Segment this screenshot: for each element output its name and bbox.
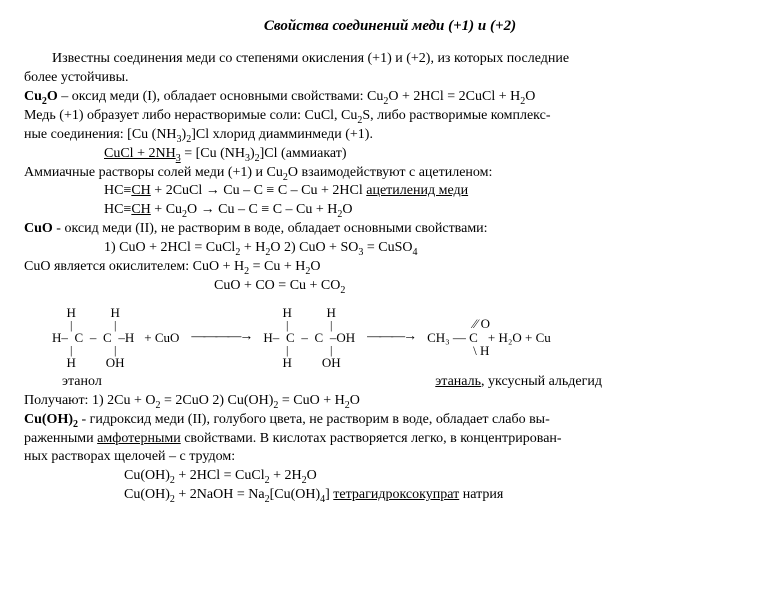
arrow-1: ————→ xyxy=(189,328,253,347)
document-page: Свойства соединений меди (+1) и (+2) Изв… xyxy=(0,0,780,523)
poluchaut-line: Получают: 1) 2Cu + O2 = 2CuO 2) Cu(OH)2 … xyxy=(24,392,756,411)
cu1-line-b: ные соединения: [Cu (NH3)2]Cl хлорид диа… xyxy=(24,126,756,145)
cuo-eqs: 1) CuO + 2HCl = CuCl2 + H2O 2) CuO + SO3… xyxy=(24,239,756,258)
cu2o-label-b: O xyxy=(47,89,58,104)
eq-acetylene-1: HC≡CH + 2CuCl → Cu – C ≡ C – Cu + 2HCl а… xyxy=(24,182,756,201)
arrow-2: ———→ xyxy=(365,328,417,347)
cuo-desc: - оксид меди (II), не растворим в воде, … xyxy=(53,221,488,236)
ethanol-oxidation-diagram: H H | | H–C–C–H | | H OH + CuO ————→ H H… xyxy=(52,306,756,369)
ethanol-label: этанол xyxy=(62,373,302,392)
intro-line-1: Известны соединения меди со степенями ок… xyxy=(24,50,756,69)
eq-acetylene-2: HC≡CH + Cu2O → Cu – C ≡ C – Cu + H2O xyxy=(24,201,756,220)
cu2o-label-a: Cu xyxy=(24,89,42,104)
cuo-co: CuO + CO = Cu + CO2 xyxy=(24,277,756,296)
diol-structure: H H | | H–C–C–OH | | H OH xyxy=(263,306,355,369)
eq-cuoh2-naoh: Cu(OH)2 + 2NaOH = Na2[Cu(OH)4] тетрагидр… xyxy=(24,486,756,505)
cuo-ox: CuO является окислителем: CuO + H2 = Cu … xyxy=(24,258,756,277)
ethanal-structure: ⁄⁄ O CH₃ — C \ H xyxy=(427,317,478,358)
ethanol-structure: H H | | H–C–C–H | | H OH xyxy=(52,306,134,369)
cu2o-eq-b: O xyxy=(525,89,535,104)
cuoh2-line-3: ных растворах щелочей – с трудом: xyxy=(24,448,756,467)
structure-labels: этанол этаналь, уксусный альдегид xyxy=(62,373,756,392)
cu2o-eq-a: O + 2HCl = 2CuCl + H xyxy=(388,89,520,104)
cuo-line: CuO - оксид меди (II), не растворим в во… xyxy=(24,220,756,239)
cuoh2-label-a: Cu(OH) xyxy=(24,412,73,427)
cuoh2-line-1: Cu(OH)2 - гидроксид меди (II), голубого … xyxy=(24,411,756,430)
plus-cuo: + CuO xyxy=(144,329,179,347)
eq-cuoh2-hcl: Cu(OH)2 + 2HCl = CuCl2 + 2H2O xyxy=(24,467,756,486)
cu1-line-a: Медь (+1) образует либо нерастворимые со… xyxy=(24,107,756,126)
ethanal-label: этаналь, уксусный альдегид xyxy=(302,373,602,392)
cu2o-line: Cu2O – оксид меди (I), обладает основным… xyxy=(24,88,756,107)
cu2o-desc: – оксид меди (I), обладает основными сво… xyxy=(58,89,384,104)
cuo-label: CuO xyxy=(24,221,53,236)
amm-line: Аммиачные растворы солей меди (+1) и Cu2… xyxy=(24,164,756,183)
intro-paragraph: Известны соединения меди со степенями ок… xyxy=(24,50,756,88)
eq-ammiakat: CuCl + 2NH3 = [Cu (NH3)2]Cl (аммиакат) xyxy=(24,145,756,164)
page-title: Свойства соединений меди (+1) и (+2) xyxy=(24,16,756,36)
intro-line-2: более устойчивы. xyxy=(24,69,756,88)
cuoh2-line-2: раженными амфотерными свойствами. В кисл… xyxy=(24,430,756,449)
